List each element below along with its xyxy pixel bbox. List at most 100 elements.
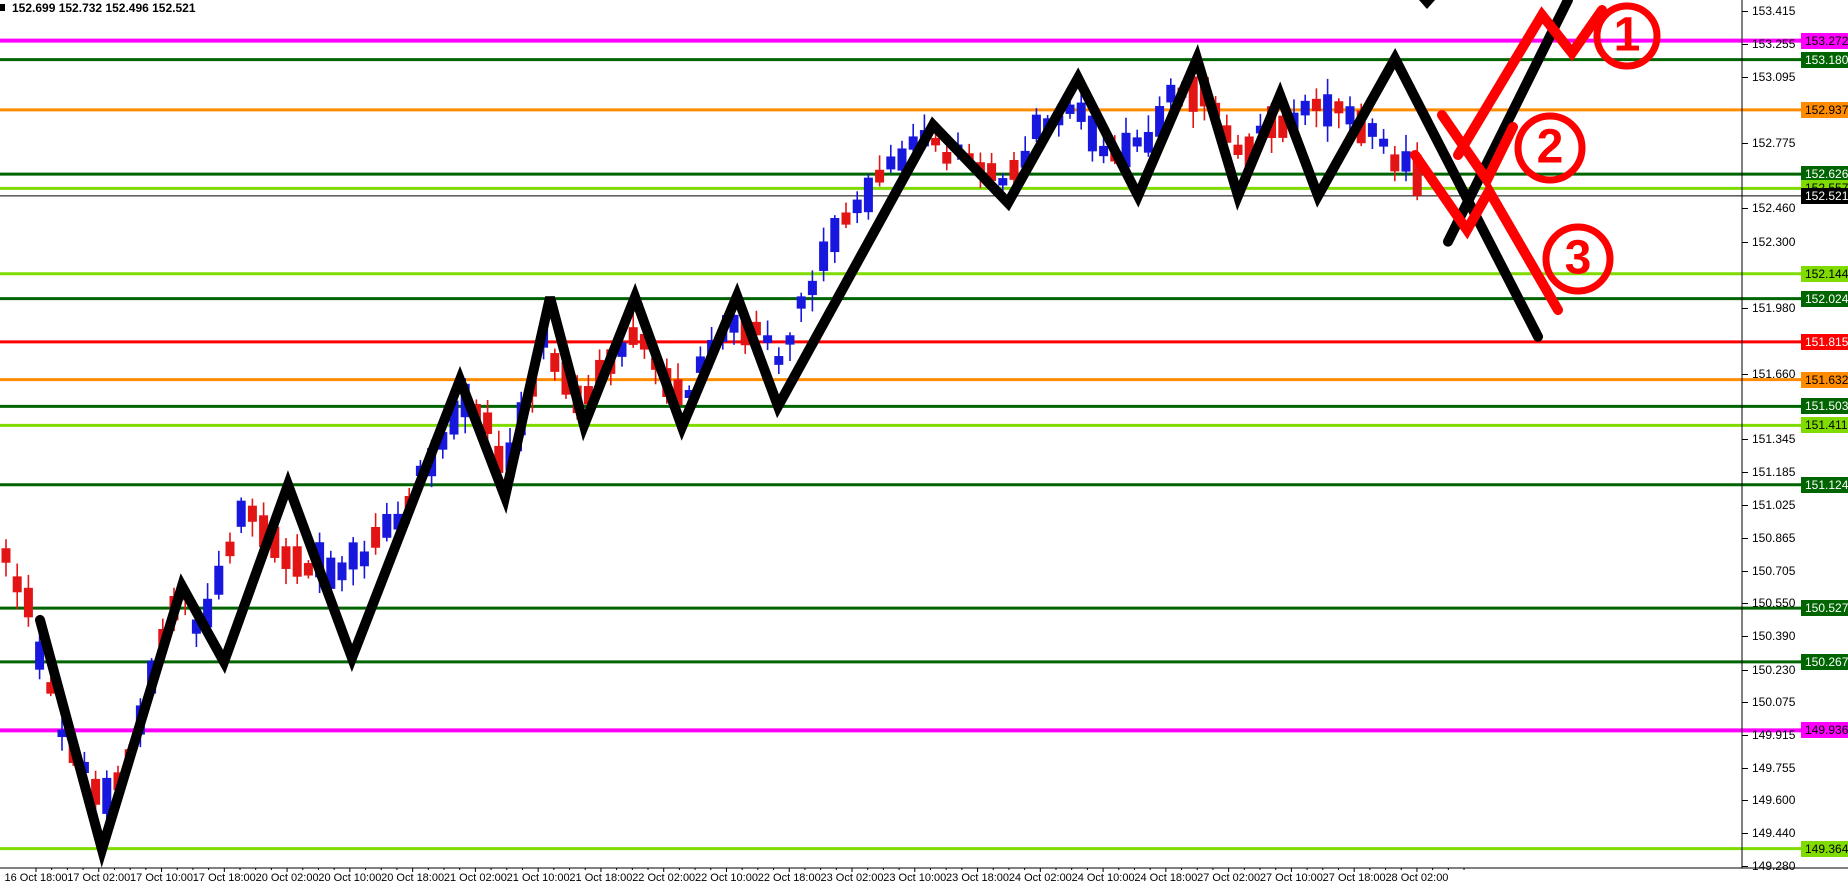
time-tick-label: 17 Oct 18:00 xyxy=(192,872,256,884)
zigzag-line[interactable] xyxy=(35,43,1543,868)
candle-body xyxy=(191,619,201,634)
arrow-stroke-3[interactable] xyxy=(1410,150,1563,315)
price-tick-mark xyxy=(1742,669,1748,671)
candle-body xyxy=(46,682,56,694)
candle-body xyxy=(1278,115,1288,138)
time-tick-label: 21 Oct 18:00 xyxy=(569,872,633,884)
candle-body xyxy=(259,515,269,548)
candle-body xyxy=(203,598,213,628)
price-level-label: 151.503 xyxy=(1801,398,1848,415)
arrow-circle-3[interactable] xyxy=(1542,223,1614,295)
candle-body xyxy=(673,379,683,406)
candle-body xyxy=(494,445,504,473)
candle-body xyxy=(1020,150,1030,168)
candle-body xyxy=(740,320,750,346)
candle-body xyxy=(1367,123,1377,137)
price-tick-mark xyxy=(1742,571,1748,573)
candle-body xyxy=(1379,138,1389,147)
price-tick-label: 150.550 xyxy=(1752,596,1796,611)
time-tick-label: 22 Oct 18:00 xyxy=(757,872,821,884)
arrow-stroke-1[interactable] xyxy=(1453,5,1607,160)
candle-body xyxy=(886,156,896,170)
price-tick-mark xyxy=(1742,767,1748,769)
time-tick-label: 27 Oct 10:00 xyxy=(1259,872,1323,884)
candle-body xyxy=(57,729,67,738)
price-tick-label: 151.980 xyxy=(1752,300,1796,315)
time-tick-label: 27 Oct 02:00 xyxy=(1197,872,1261,884)
candle-body xyxy=(819,241,829,271)
candle-body xyxy=(1390,154,1400,172)
candle-body xyxy=(270,526,280,558)
time-tick-label: 22 Oct 02:00 xyxy=(632,872,696,884)
price-tick-mark xyxy=(1742,866,1748,867)
candle-body xyxy=(998,178,1008,186)
candle-body xyxy=(807,280,817,296)
price-tick-label: 151.345 xyxy=(1752,432,1796,447)
circled-number-1: 1 xyxy=(1613,8,1641,62)
arrow-circle-2[interactable] xyxy=(1514,112,1586,184)
time-tick-label: 20 Oct 02:00 xyxy=(255,872,319,884)
time-tick-label: 17 Oct 02:00 xyxy=(67,872,131,884)
time-tick-label: 21 Oct 02:00 xyxy=(443,872,507,884)
price-tick-mark xyxy=(1742,143,1748,145)
candle-body xyxy=(326,557,336,589)
price-tick-mark xyxy=(1742,373,1748,375)
price-level-label: 151.815 xyxy=(1801,333,1848,350)
time-tick-label: 24 Oct 18:00 xyxy=(1134,872,1198,884)
price-tick-label: 152.300 xyxy=(1752,234,1796,249)
time-tick-label: 20 Oct 18:00 xyxy=(381,872,445,884)
candle-body xyxy=(987,163,997,181)
trend-line[interactable] xyxy=(1443,0,1573,247)
circled-number-3: 3 xyxy=(1564,231,1592,285)
price-tick-label: 150.230 xyxy=(1752,662,1796,677)
candle-body xyxy=(247,505,257,522)
price-tick-label: 153.095 xyxy=(1752,70,1796,85)
price-level-label: 152.521 xyxy=(1801,187,1848,204)
candle-body xyxy=(1166,84,1176,103)
candle-body xyxy=(1065,104,1075,114)
candle-body xyxy=(281,546,291,569)
candle-body xyxy=(449,400,459,435)
time-tick-label: 20 Oct 10:00 xyxy=(318,872,382,884)
candle-body xyxy=(292,546,302,577)
price-tick-label: 149.440 xyxy=(1752,825,1796,840)
time-tick-label: 17 Oct 10:00 xyxy=(130,872,194,884)
circled-number-2: 2 xyxy=(1536,120,1564,174)
candle-body xyxy=(628,327,638,345)
arrow-stroke-2[interactable] xyxy=(1437,110,1518,190)
time-tick-label: 23 Oct 10:00 xyxy=(883,872,947,884)
candle-body xyxy=(91,778,101,805)
arrow-circle-1[interactable] xyxy=(1593,2,1661,70)
price-level-label: 151.124 xyxy=(1801,476,1848,493)
candle-body xyxy=(550,353,560,372)
price-level-label: 150.527 xyxy=(1801,600,1848,617)
candle-body xyxy=(382,513,392,538)
time-tick-label: 22 Oct 10:00 xyxy=(694,872,758,884)
price-level-label: 149.936 xyxy=(1801,722,1848,739)
candle-body xyxy=(1009,159,1019,180)
candle-body xyxy=(785,335,795,345)
time-tick-label: 28 Oct 02:00 xyxy=(1385,872,1449,884)
candle-body xyxy=(1311,98,1321,112)
candle-body xyxy=(371,526,381,548)
candle-body xyxy=(1334,101,1344,114)
candle-body xyxy=(774,356,784,365)
candle-body xyxy=(1087,115,1097,152)
candle-body xyxy=(225,541,235,557)
candle-body xyxy=(337,562,347,581)
price-tick-label: 150.390 xyxy=(1752,629,1796,644)
time-tick-label: 23 Oct 02:00 xyxy=(820,872,884,884)
candle-body xyxy=(214,565,224,595)
arrowhead-icon xyxy=(1419,0,1435,9)
candle-body xyxy=(303,563,313,576)
time-tick-label: 27 Oct 18:00 xyxy=(1322,872,1386,884)
price-tick-mark xyxy=(1742,307,1748,309)
price-level-label: 150.267 xyxy=(1801,653,1848,670)
candle-body xyxy=(852,199,862,214)
candle-body xyxy=(1,548,11,563)
price-tick-mark xyxy=(1742,472,1748,474)
candle-body xyxy=(729,314,739,333)
price-level-label: 152.626 xyxy=(1801,166,1848,183)
